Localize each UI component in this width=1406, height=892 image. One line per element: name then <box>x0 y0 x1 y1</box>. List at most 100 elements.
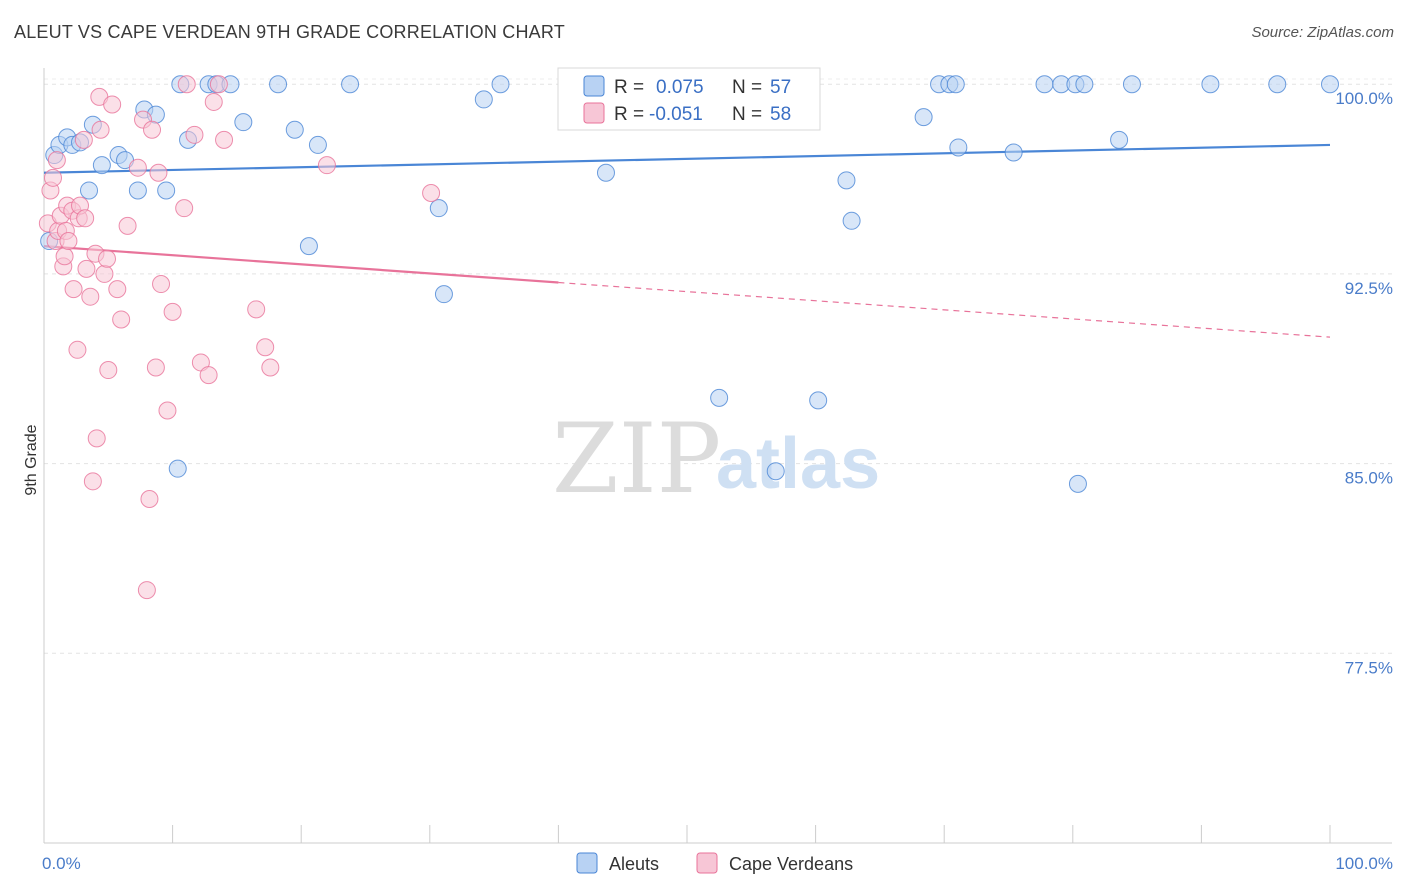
watermark-zip: ZIP <box>552 403 721 515</box>
cape-verdean-point <box>99 361 118 380</box>
cape-verdean-point <box>199 366 218 385</box>
y-tick-labels: 77.5% 85.0% 92.5% 100.0% <box>1335 89 1393 677</box>
cape-verdean-trend-extension <box>558 281 1331 338</box>
cape-verdean-point <box>204 92 223 111</box>
cape-verdean-point <box>91 120 110 139</box>
aleut-point <box>434 285 453 304</box>
aleut-point <box>234 113 253 132</box>
cape-verdean-trend-line <box>43 245 559 284</box>
y-tick-label: 77.5% <box>1345 658 1393 677</box>
series-legend: Aleuts Cape Verdeans <box>576 852 853 874</box>
trend-lines <box>43 143 1331 338</box>
cape-verdean-point <box>108 280 127 299</box>
aleut-point <box>157 181 176 200</box>
x-tick-labels: 0.0% 100.0% <box>42 854 1393 873</box>
aleut-point <box>946 75 965 94</box>
cape-verdean-point <box>158 401 177 420</box>
cape-verdean-point <box>81 287 100 306</box>
aleut-point <box>168 459 187 478</box>
cape-n-value: 58 <box>770 104 791 125</box>
cape-verdean-point <box>146 358 165 377</box>
cape-n-label: N = <box>732 104 762 125</box>
cape-verdean-point <box>140 490 159 509</box>
grid-lines <box>44 78 1392 654</box>
aleut-point <box>1321 75 1339 94</box>
aleut-point <box>1110 130 1129 149</box>
cape-verdean-point <box>215 130 234 149</box>
aleut-point <box>809 391 828 410</box>
y-tick-label: 100.0% <box>1335 89 1393 108</box>
aleut-point <box>491 75 510 94</box>
watermark-atlas: atlas <box>716 424 880 504</box>
x-tick-label: 0.0% <box>42 854 81 873</box>
cape-verdean-point <box>175 199 194 218</box>
cape-legend-swatch <box>583 102 605 124</box>
aleut-point <box>474 90 493 109</box>
cape-verdean-point <box>112 310 131 329</box>
cape-verdean-point <box>149 163 168 182</box>
aleut-point <box>710 388 729 407</box>
cape-r-value: -0.051 <box>649 104 703 125</box>
cape-verdean-point <box>261 358 280 377</box>
stats-legend: R = 0.075 N = 57 R = -0.051 N = 58 <box>557 67 821 131</box>
cape-verdean-point <box>152 275 171 294</box>
aleut-point <box>128 181 147 200</box>
cape-verdean-point <box>44 168 63 187</box>
cape-verdean-point <box>137 581 156 600</box>
aleut-point <box>1004 143 1023 162</box>
aleut-point <box>299 237 318 256</box>
aleut-point <box>842 211 861 230</box>
aleut-point <box>1268 75 1287 94</box>
cape-verdean-point <box>163 302 182 321</box>
source-label: Source: ZipAtlas.com <box>1251 24 1394 41</box>
y-tick-label: 85.0% <box>1345 469 1393 488</box>
aleut-point <box>285 120 304 139</box>
aleuts-swatch <box>576 852 598 874</box>
cape-verdean-point <box>64 280 83 299</box>
cape-verdean-point <box>98 249 117 268</box>
aleut-point <box>766 462 785 481</box>
aleut-point <box>1035 75 1054 94</box>
aleut-point <box>837 171 856 190</box>
aleut-point <box>1122 75 1141 94</box>
cape-verdeans-legend-label: Cape Verdeans <box>729 854 853 874</box>
aleut-point <box>80 181 99 200</box>
cape-verdeans-swatch <box>696 852 718 874</box>
aleut-point <box>92 156 111 175</box>
cape-verdean-point <box>422 183 441 202</box>
axes <box>43 68 1392 844</box>
aleut-point <box>1075 75 1094 94</box>
cape-verdean-point <box>77 259 96 278</box>
aleut-point <box>1201 75 1220 94</box>
y-tick-label: 92.5% <box>1345 279 1393 298</box>
cape-verdean-point <box>143 120 162 139</box>
aleut-point <box>341 75 360 94</box>
cape-verdean-point <box>74 130 93 149</box>
cape-verdean-point <box>76 209 95 228</box>
aleut-n-value: 57 <box>770 77 791 98</box>
aleut-r-value: 0.075 <box>656 77 704 98</box>
cape-verdean-point <box>55 247 74 266</box>
cape-verdean-point <box>256 338 275 357</box>
aleuts-legend-label: Aleuts <box>609 854 659 874</box>
aleut-trend-line <box>43 143 1331 174</box>
x-tick-label: 100.0% <box>1335 854 1393 873</box>
aleut-legend-swatch <box>583 75 605 97</box>
cape-verdean-point <box>47 151 66 170</box>
cape-verdean-point <box>59 232 78 251</box>
cape-verdean-point <box>103 95 122 114</box>
aleut-point <box>269 75 288 94</box>
cape-verdean-point <box>87 429 106 448</box>
cape-verdean-point <box>209 75 228 94</box>
cape-r-label: R = <box>614 104 644 125</box>
aleut-n-label: N = <box>732 77 762 98</box>
cape-verdean-point <box>83 472 102 491</box>
cape-verdean-point <box>128 158 147 177</box>
chart-title: ALEUT VS CAPE VERDEAN 9TH GRADE CORRELAT… <box>14 22 565 42</box>
cape-verdean-point <box>68 340 87 359</box>
y-axis-label: 9th Grade <box>23 424 40 495</box>
aleut-point <box>1068 474 1087 493</box>
cape-verdean-point <box>118 216 137 235</box>
cape-verdean-point <box>95 264 114 283</box>
